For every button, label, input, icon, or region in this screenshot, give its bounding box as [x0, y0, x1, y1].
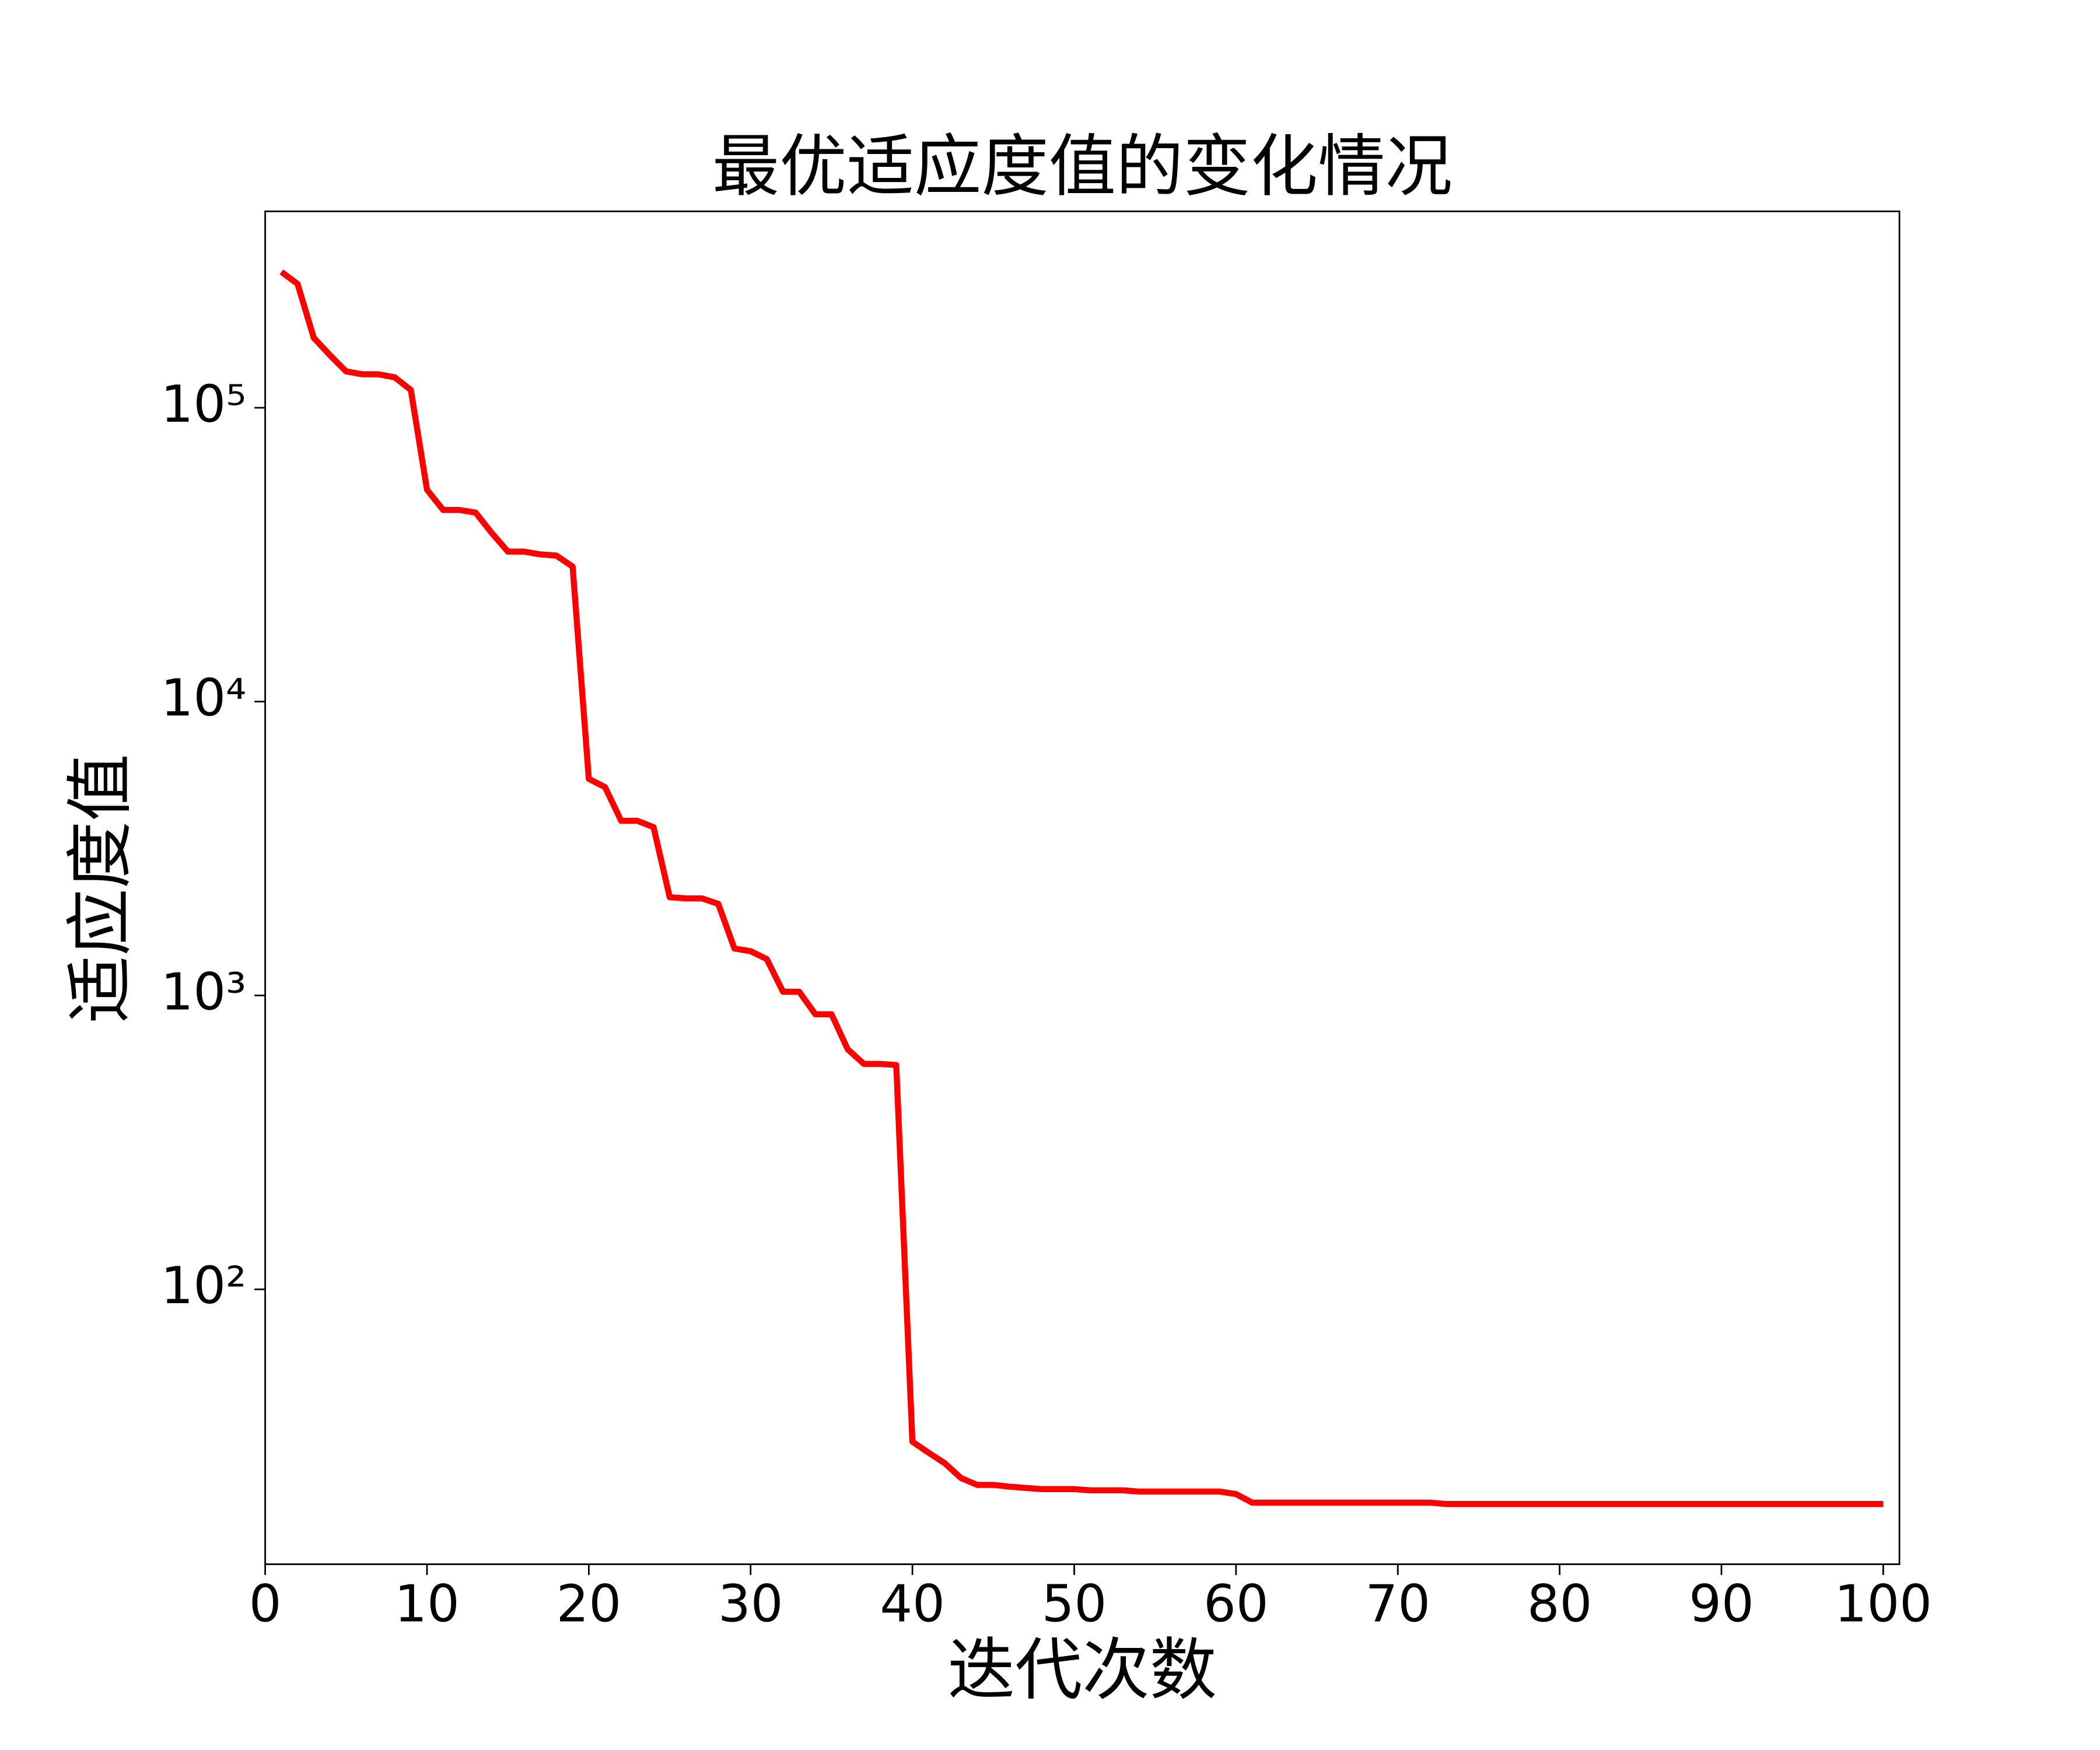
- x-tick-label: 70: [1365, 1574, 1430, 1633]
- x-tick-label: 0: [249, 1574, 282, 1633]
- y-axis-label: 适应度值: [62, 754, 140, 1023]
- y-tick-label: 10³: [161, 962, 247, 1021]
- x-tick-label: 40: [880, 1574, 945, 1633]
- x-tick-label: 20: [556, 1574, 622, 1633]
- plot-frame: [264, 210, 1901, 1565]
- x-tick-label: 30: [718, 1574, 783, 1633]
- x-axis-label: 迭代次数: [948, 1632, 1217, 1710]
- line-series: [279, 269, 1884, 1507]
- x-tick-label: 80: [1527, 1574, 1592, 1633]
- x-tick-label: 90: [1689, 1574, 1754, 1633]
- y-tick-label: 10⁴: [161, 668, 247, 728]
- y-tick-label: 10⁵: [161, 374, 247, 434]
- x-tick-label: 50: [1042, 1574, 1107, 1633]
- x-tick-label: 100: [1835, 1574, 1932, 1633]
- x-tick-label: 10: [394, 1574, 460, 1633]
- y-tick-label: 10²: [161, 1256, 247, 1315]
- chart-title: 最优适应度值的变化情况: [712, 128, 1452, 206]
- x-tick-label: 60: [1203, 1574, 1269, 1633]
